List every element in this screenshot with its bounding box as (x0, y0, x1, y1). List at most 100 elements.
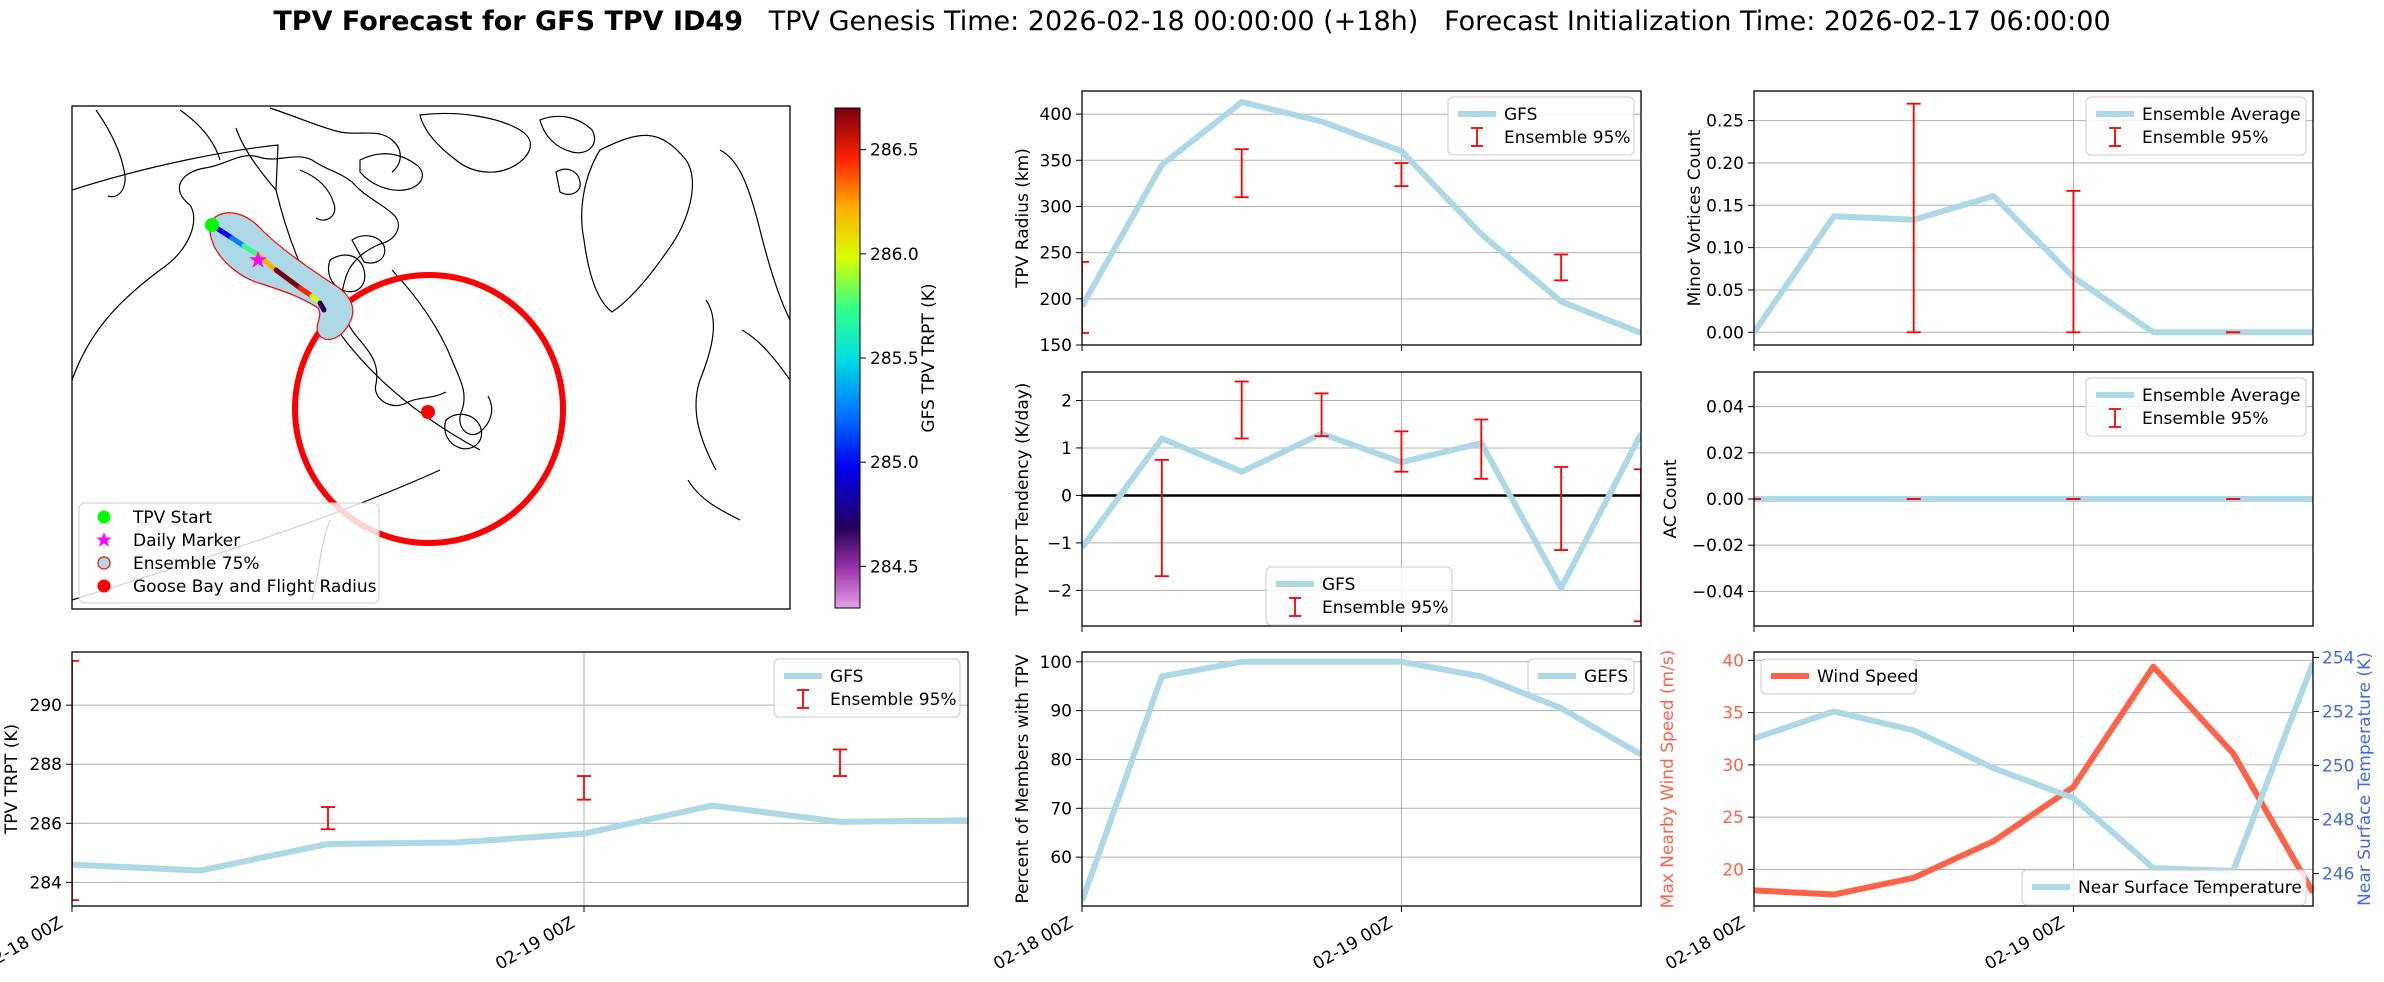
trpt-errorbar (833, 748, 847, 777)
percent-xtick-label: 02-19 00Z (1310, 913, 1396, 974)
tendency-errorbar (1154, 458, 1169, 578)
ac-ytick-label: −0.02 (1692, 536, 1744, 556)
percent-members-chart: 60 70 80 90 100 02-18 00Z 02-19 00Z Percent of … (990, 651, 1642, 974)
legend-ensemble-icon (97, 556, 111, 570)
wind-xtick-label: 02-19 00Z (1982, 913, 2068, 974)
wind-ytick-label: 35 (1722, 704, 1744, 724)
trpt-ylabel: TPV TRPT (K) (2, 724, 22, 835)
tendency-ytick-label: 1 (1061, 439, 1072, 459)
coastline (179, 109, 221, 161)
coastline (741, 329, 790, 381)
wind-left-legend-box (1760, 658, 1917, 695)
coastline (359, 153, 423, 191)
coastline (327, 254, 366, 293)
tendency-frame (1081, 371, 1642, 627)
coastline (391, 269, 493, 436)
minor-ytick-label: 0.15 (1706, 196, 1744, 216)
tendency-errorbar (1554, 466, 1569, 551)
wind-ytick-right-label: 248 (2322, 811, 2354, 831)
colorbar-tick-label: 286.5 (870, 141, 919, 161)
tendency-errorbar (1234, 380, 1249, 440)
title-init: Forecast Initialization Time: 2026-02-17… (1444, 6, 2111, 37)
radius-legend-label: GFS (1504, 105, 1537, 125)
percent-ytick-label: 90 (1050, 702, 1072, 722)
radius-errorbar (1394, 162, 1409, 188)
trpt-ytick-label: 288 (30, 755, 62, 775)
minor-data (1754, 102, 2313, 336)
trpt-errorbar (577, 775, 591, 801)
tendency-ylabel: TPV TRPT Tendency (K/day) (1013, 383, 1033, 617)
colorbar-tick-label: 286.0 (870, 245, 919, 265)
coastline (695, 299, 717, 471)
percent-ytick-label: 100 (1040, 653, 1072, 673)
trpt-series-line (72, 802, 968, 874)
legend-ensemble-label: Ensemble 75% (133, 554, 260, 574)
percent-data (1082, 658, 1641, 903)
minor-ylabel: Minor Vortices Count (1685, 129, 1705, 306)
coastline (444, 413, 483, 450)
wind-ytick-label: 25 (1722, 808, 1744, 828)
minor-legend-label: Ensemble Average (2142, 105, 2301, 125)
wind-ytick-label: 30 (1722, 756, 1744, 776)
flight-radius-circle (292, 272, 566, 546)
ac-ylabel: AC Count (1661, 459, 1681, 538)
trpt-xtick-label: 02-19 00Z (492, 913, 578, 974)
wind-xtick-label: 02-18 00Z (1662, 913, 1748, 974)
minor-legend-errorbar-icon (2109, 127, 2121, 147)
map-legend: TPV Start Daily Marker Ensemble 75% Goos… (78, 502, 380, 604)
trpt-xtick-label: 02-18 00Z (0, 913, 67, 974)
tendency-ytick-label: 0 (1061, 486, 1072, 506)
colorbar-tick-label: 284.5 (870, 557, 919, 577)
percent-ytick-label: 60 (1050, 848, 1072, 868)
track-segment (273, 267, 303, 291)
legend-tpv-start-label: TPV Start (132, 508, 213, 528)
trpt-legend-errorbar-icon (797, 689, 809, 709)
colorbar-tick-label: 285.0 (870, 453, 919, 473)
percent-ylabel: Percent of Members with TPV (1013, 654, 1033, 903)
ac-ytick-label: 0.04 (1706, 398, 1744, 418)
track-segment (317, 300, 327, 313)
tendency-errorbar (1394, 430, 1409, 473)
wind-ytick-right-label: 254 (2322, 648, 2354, 668)
ac-ytick-label: 0.00 (1706, 490, 1744, 510)
wind-right-legend-label: Near Surface Temperature (2078, 878, 2302, 898)
minor-ytick-label: 0.00 (1706, 323, 1744, 343)
trpt-chart: 284 286 288 290 02-18 00Z 02-19 00Z TPV TRPT (… (0, 651, 969, 974)
coastline (419, 112, 531, 173)
legend-daily-marker-label: Daily Marker (133, 531, 240, 551)
wind-left-legend-label: Wind Speed (1817, 667, 1918, 687)
wind-ylabel-right: Near Surface Temperature (K) (2355, 652, 2375, 906)
tpv-start-marker (205, 218, 219, 232)
trpt-errorbar (72, 659, 79, 901)
wind-right-legend-box (2021, 869, 2307, 906)
tendency-errorbar (1314, 392, 1329, 437)
wind-temperature-chart: 20 25 30 35 40 02-18 00Z 02-19 00Z Max Nearby W… (1658, 648, 2375, 974)
ac-ytick-label: −0.04 (1692, 582, 1744, 602)
daily-marker-star (249, 251, 267, 268)
ac-legend-errorbar-icon (2109, 408, 2121, 428)
tendency-series-line (1082, 430, 1641, 592)
minor-legend-label: Ensemble 95% (2142, 128, 2269, 148)
coastline (719, 149, 790, 321)
tendency-ytick-label: −1 (1047, 534, 1072, 554)
wind-series-line (1754, 663, 2313, 898)
ac-count-chart: −0.04 −0.02 0.00 0.02 0.04 AC Count Ensemble A… (1661, 371, 2314, 632)
trpt-tendency-chart: −2 −1 0 1 2 TPV TRPT Tendency (K/day) GFS Ensem… (1013, 371, 1642, 632)
radius-series-line (1082, 99, 1641, 336)
political-boundary (72, 144, 481, 451)
coastline (539, 115, 596, 154)
trpt-ytick-label: 284 (30, 873, 62, 893)
minor-errorbar (1906, 102, 1921, 334)
minor-errorbar (2066, 190, 2081, 334)
radius-ylabel: TPV Radius (km) (1013, 148, 1033, 289)
radius-ytick-label: 300 (1040, 197, 1072, 217)
minor-ytick-label: 0.20 (1706, 154, 1744, 174)
tendency-ytick-label: −2 (1047, 581, 1072, 601)
ac-legend-box (2085, 377, 2307, 437)
wind-ytick-label: 40 (1722, 651, 1744, 671)
trpt-frame (71, 651, 969, 907)
tendency-ytick-label: 2 (1061, 391, 1072, 411)
minor-series-line (1754, 192, 2313, 336)
